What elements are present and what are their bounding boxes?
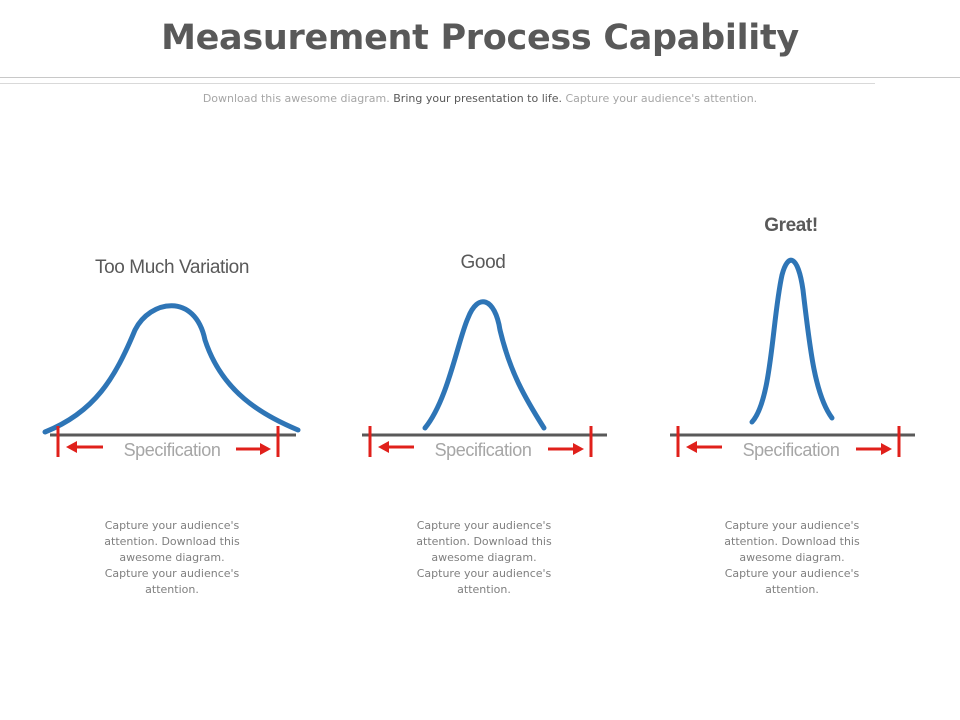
subtitle-part-3: Capture your audience's attention.: [565, 92, 758, 105]
panel-good: [362, 299, 607, 457]
arrow-left-icon: [686, 441, 722, 453]
arrow-right-icon: [856, 443, 892, 455]
arrow-right-icon: [236, 443, 271, 455]
panel-too-much-variation: [42, 303, 301, 457]
subtitle-part-1: Download this awesome diagram.: [202, 92, 390, 105]
distribution-curve: [749, 257, 835, 425]
panel-description: Capture your audience's attention. Downl…: [104, 519, 240, 596]
distribution-curve: [422, 299, 547, 431]
page-title: Measurement Process Capability: [161, 18, 799, 58]
arrow-left-icon: [378, 441, 414, 453]
page-subtitle: Download this awesome diagram. Bring you…: [0, 92, 960, 105]
spec-label: Specification: [123, 440, 221, 460]
title-divider: [0, 77, 960, 78]
spec-label: Specification: [434, 440, 532, 460]
title-divider-secondary: [0, 83, 875, 84]
panel-description: Capture your audience's attention. Downl…: [724, 519, 860, 596]
distribution-curve: [42, 303, 301, 435]
panel-label-great: Great!: [764, 215, 818, 236]
panel-label-too-much-variation: Too Much Variation: [94, 257, 250, 278]
subtitle-part-2: Bring your presentation to life.: [393, 92, 562, 105]
spec-label: Specification: [742, 440, 840, 460]
panel-great: [670, 257, 915, 457]
panel-label-good: Good: [460, 252, 506, 273]
panel-description: Capture your audience's attention. Downl…: [416, 519, 552, 596]
arrow-right-icon: [548, 443, 584, 455]
arrow-left-icon: [66, 441, 103, 453]
